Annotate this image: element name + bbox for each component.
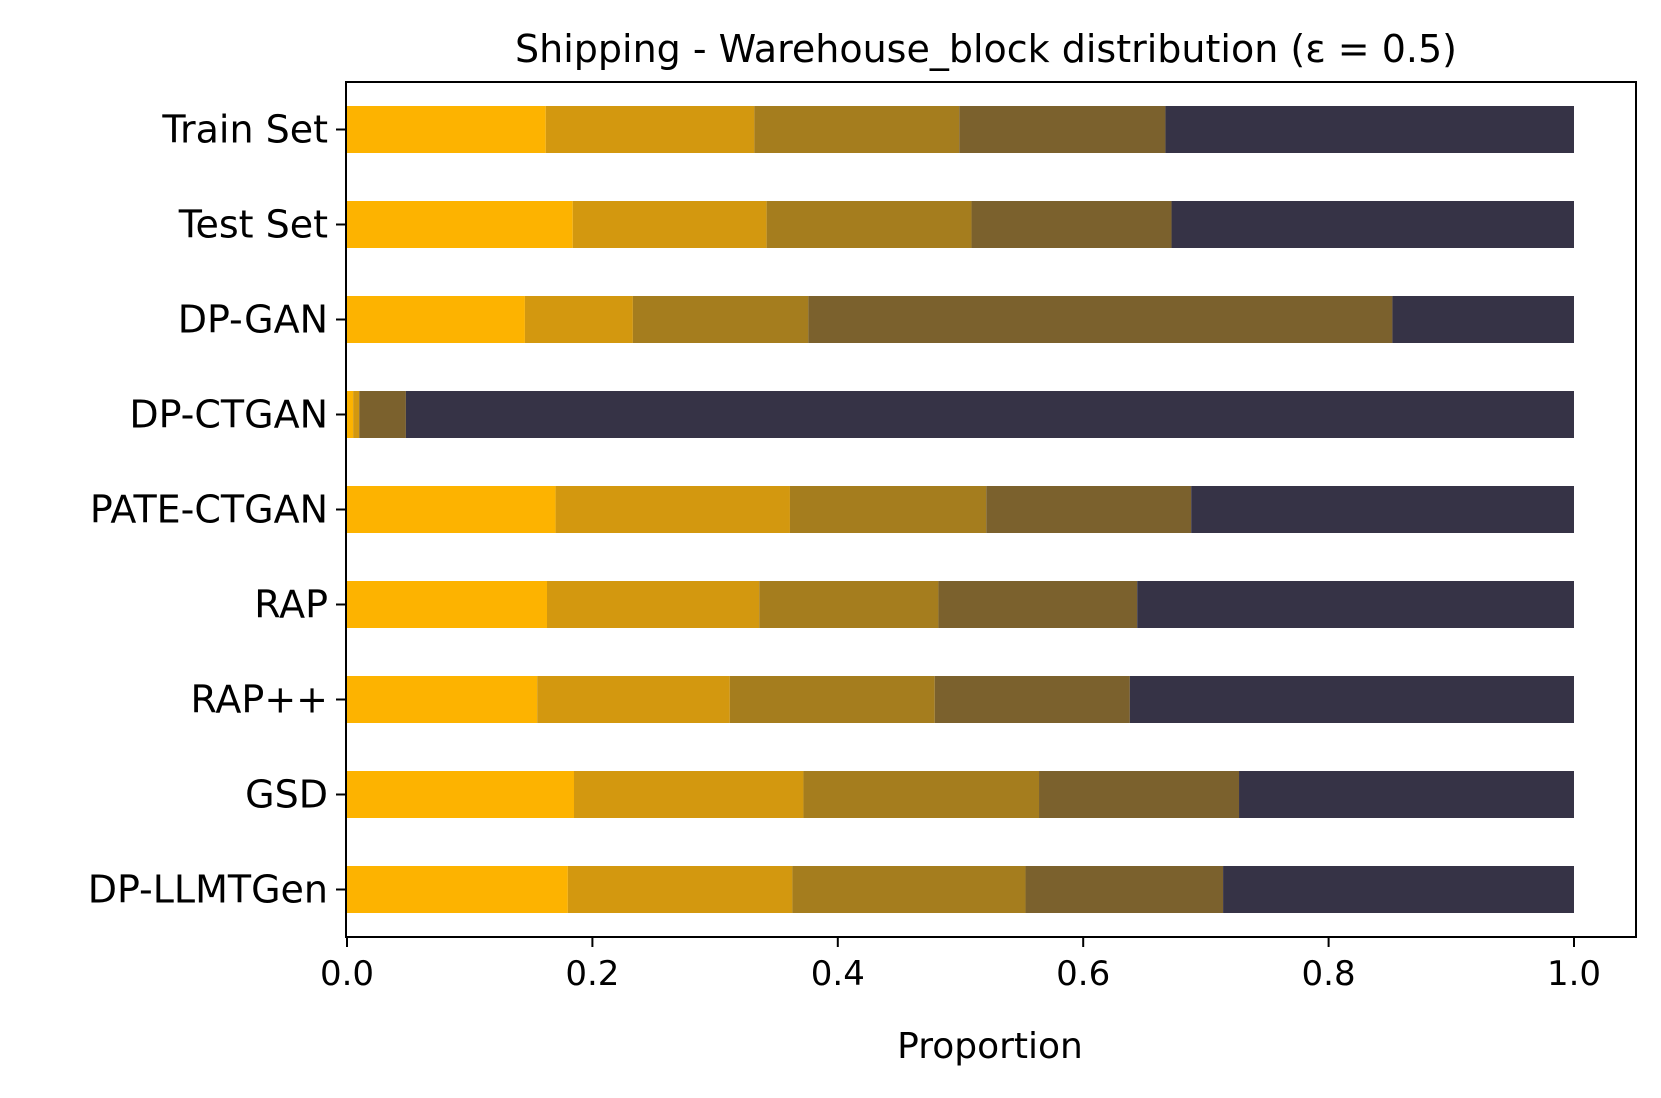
bar-segment	[347, 391, 354, 438]
bar-segment	[347, 676, 538, 723]
y-tick-label: DP-GAN	[178, 298, 328, 342]
y-tick-label: PATE-CTGAN	[90, 488, 328, 532]
x-axis-ticks: 0.0 0.2 0.4 0.6 0.8 1.0	[320, 937, 1601, 994]
y-tick-label: RAP++	[191, 678, 328, 722]
y-tick-label: Test Set	[178, 203, 328, 247]
bar-segment	[555, 486, 790, 533]
bar-segment	[347, 296, 525, 343]
y-axis-ticks: Train Set Test Set DP-GAN DP-CTGAN PATE-CTGA…	[88, 108, 346, 912]
bar-segment	[789, 486, 987, 533]
bar-segment	[1239, 771, 1574, 818]
bar-segment	[971, 201, 1172, 248]
bar-segment	[347, 486, 556, 533]
bar-segment	[1392, 296, 1574, 343]
bar-segment	[792, 866, 1026, 913]
x-tick-label: 0.0	[320, 954, 374, 994]
bar-segment	[803, 771, 1040, 818]
bar-segment	[347, 201, 573, 248]
y-tick-label: DP-CTGAN	[129, 393, 328, 437]
bar-segment	[1039, 771, 1240, 818]
x-tick-label: 0.8	[1302, 954, 1356, 994]
bar-segment	[347, 581, 548, 628]
bar-segment	[938, 581, 1138, 628]
bars-group	[347, 106, 1574, 913]
bar-segment	[1165, 106, 1574, 153]
bar-segment	[572, 201, 767, 248]
x-tick-label: 1.0	[1547, 954, 1601, 994]
bar-segment	[729, 676, 935, 723]
bar-segment	[934, 676, 1130, 723]
bar-segment	[347, 866, 568, 913]
x-tick-label: 0.6	[1056, 954, 1110, 994]
bar-segment	[347, 106, 546, 153]
plot-frame	[345, 81, 1637, 938]
bar-segment	[353, 391, 360, 438]
bar-segment	[359, 391, 406, 438]
bar-segment	[524, 296, 633, 343]
bar-segment	[1025, 866, 1224, 913]
bar-segment	[405, 391, 1574, 438]
bar-segment	[754, 106, 960, 153]
bar-segment	[545, 106, 755, 153]
y-tick-label: GSD	[245, 773, 328, 817]
bar-segment	[537, 676, 730, 723]
y-tick-label: Train Set	[161, 108, 328, 152]
bar-segment	[547, 581, 760, 628]
x-axis-label: Proportion	[897, 1026, 1083, 1067]
bar-segment	[1223, 866, 1574, 913]
bar-segment	[632, 296, 809, 343]
y-tick-label: RAP	[254, 583, 328, 627]
bar-segment	[573, 771, 804, 818]
y-tick-label: DP-LLMTGen	[88, 868, 328, 912]
chart-title: Shipping - Warehouse_block distribution …	[515, 27, 1457, 71]
bar-segment	[1191, 486, 1574, 533]
x-tick-label: 0.2	[565, 954, 619, 994]
bar-segment	[766, 201, 972, 248]
bar-segment	[1137, 581, 1574, 628]
bar-segment	[808, 296, 1393, 343]
bar-segment	[1129, 676, 1574, 723]
x-tick-label: 0.4	[811, 954, 865, 994]
bar-segment	[759, 581, 939, 628]
bar-segment	[959, 106, 1166, 153]
bar-segment	[567, 866, 793, 913]
bar-segment	[1171, 201, 1574, 248]
bar-segment	[347, 771, 574, 818]
bar-segment	[986, 486, 1192, 533]
